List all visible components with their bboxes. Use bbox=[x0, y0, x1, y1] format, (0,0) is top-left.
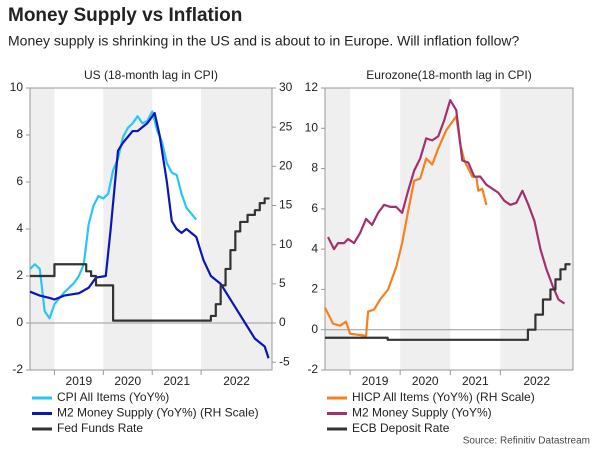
x-tick-label: 2022 bbox=[223, 374, 250, 388]
y2-tick-label: -5 bbox=[279, 354, 290, 368]
legend-label: M2 Money Supply (YoY%) bbox=[352, 406, 492, 420]
shade-band bbox=[400, 88, 451, 370]
y-tick-label: 10 bbox=[10, 80, 24, 94]
legend-label: ECB Deposit Rate bbox=[352, 421, 450, 435]
y-tick-label: 4 bbox=[311, 241, 318, 255]
series-line bbox=[30, 197, 270, 322]
series-line bbox=[29, 111, 270, 359]
series-line bbox=[29, 110, 198, 320]
y2-tick-label: 30 bbox=[279, 80, 293, 94]
y-tick-label: 8 bbox=[311, 161, 318, 175]
legend-label: M2 Money Supply (YoY%) (RH Scale) bbox=[57, 406, 259, 420]
x-tick-label: 2021 bbox=[462, 374, 489, 388]
series-line bbox=[327, 98, 566, 305]
y2-tick-label: 10 bbox=[279, 237, 293, 251]
y2-tick-label: 15 bbox=[279, 198, 293, 212]
x-tick-label: 2022 bbox=[523, 374, 550, 388]
y-tick-label: 4 bbox=[16, 221, 23, 235]
legend-label: CPI All Items (YoY%) bbox=[57, 390, 169, 404]
y-tick-label: 6 bbox=[16, 174, 23, 188]
source: Source: Refinitiv Datastream bbox=[463, 436, 590, 447]
shade-band bbox=[325, 88, 351, 370]
x-tick-label: 2020 bbox=[114, 374, 141, 388]
panel-title: Eurozone(18-month lag in CPI) bbox=[366, 68, 531, 82]
x-tick-label: 2021 bbox=[163, 374, 190, 388]
panel-title: US (18-month lag in CPI) bbox=[84, 68, 218, 82]
y-tick-label: 8 bbox=[16, 127, 23, 141]
y2-tick-label: 25 bbox=[279, 119, 293, 133]
x-tick-label: 2019 bbox=[362, 374, 389, 388]
y2-tick-label: 0 bbox=[279, 315, 286, 329]
y-tick-label: 2 bbox=[311, 282, 318, 296]
x-tick-label: 2019 bbox=[66, 374, 93, 388]
series-line bbox=[324, 115, 488, 337]
y-tick-label: 6 bbox=[311, 201, 318, 215]
y-tick-label: 12 bbox=[305, 80, 319, 94]
x-tick-label: 2020 bbox=[412, 374, 439, 388]
y2-tick-label: 20 bbox=[279, 159, 293, 173]
shade-band bbox=[30, 88, 55, 370]
y-tick-label: 2 bbox=[16, 268, 23, 282]
series-line bbox=[325, 263, 571, 341]
title: Money Supply vs Inflation bbox=[8, 5, 242, 26]
subtitle: Money supply is shrinking in the US and … bbox=[8, 33, 519, 49]
y-tick-label: -2 bbox=[307, 362, 318, 376]
y-tick-label: 10 bbox=[305, 120, 319, 134]
plot-frame bbox=[324, 87, 574, 371]
legend-label: Fed Funds Rate bbox=[57, 421, 143, 435]
y-tick-label: 0 bbox=[16, 315, 23, 329]
y-tick-label: -2 bbox=[12, 362, 23, 376]
y-tick-label: 0 bbox=[311, 322, 318, 336]
y2-tick-label: 5 bbox=[279, 276, 286, 290]
shade-band bbox=[201, 88, 272, 370]
legend-label: HICP All Items (YoY%) (RH Scale) bbox=[352, 390, 535, 404]
